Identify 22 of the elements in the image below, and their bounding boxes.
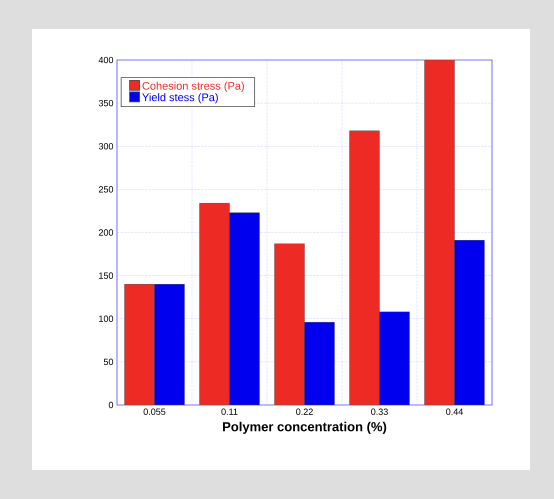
y-tick-label: 0 bbox=[108, 402, 114, 408]
bar bbox=[424, 60, 455, 405]
y-tick-label: 200 bbox=[98, 229, 114, 236]
x-axis-title: Polymer concentration (%) bbox=[223, 422, 386, 434]
legend-label: Yield stess (Pa) bbox=[142, 93, 218, 104]
bar bbox=[124, 284, 155, 405]
x-tick-label: 0.33 bbox=[371, 408, 388, 415]
x-tick-label: 0.055 bbox=[144, 408, 166, 415]
y-tick-label: 400 bbox=[98, 56, 114, 64]
x-tick-label: 0.44 bbox=[446, 408, 463, 415]
y-tick-label: 50 bbox=[104, 358, 114, 366]
bar bbox=[199, 202, 230, 405]
x-tick-label: 0.22 bbox=[296, 408, 313, 415]
y-tick-label: 300 bbox=[98, 143, 114, 150]
bar bbox=[274, 244, 305, 405]
bar bbox=[349, 130, 380, 405]
y-tick-label: 250 bbox=[98, 186, 114, 193]
y-tick-label: 100 bbox=[99, 316, 114, 322]
x-tick-label: 0.11 bbox=[221, 408, 238, 415]
legend-label: Cohesion stress (Pa) bbox=[142, 82, 244, 92]
y-tick-label: 350 bbox=[98, 100, 114, 106]
y-tick-label: 150 bbox=[99, 272, 114, 279]
